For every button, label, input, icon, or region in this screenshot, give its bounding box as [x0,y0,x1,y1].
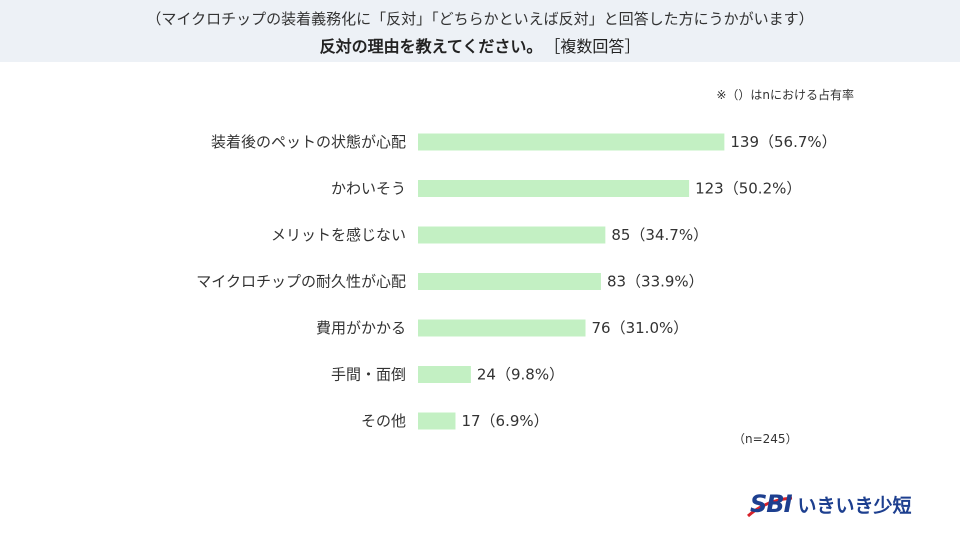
bar [418,133,725,151]
sample-size-note: （n=245） [733,432,798,446]
value-label: 76（31.0%） [592,319,689,337]
bar [418,273,601,290]
chart-subtitle: （マイクロチップの装着義務化に「反対」「どちらかといえば反対」と回答した方にうか… [146,10,814,28]
share-note: ※（）はnにおける占有率 [716,88,854,102]
category-label: 装着後のペットの状態が心配 [211,133,406,151]
bar [418,226,606,244]
value-label: 123（50.2%） [695,180,801,198]
logo-swoosh-icon [747,496,793,518]
value-label: 24（9.8%） [477,366,564,384]
category-label: かわいそう [331,180,406,198]
chart-title: 反対の理由を教えてください。 ［複数回答］ [0,33,960,57]
brand-logo: SBI いきいき少短 [747,488,912,520]
value-label: 85（34.7%） [611,226,708,244]
chart-title-text: 反対の理由を教えてください。 [319,37,543,56]
chart-title-suffix: ［複数回答］ [552,37,641,56]
logo-mark: SBI [747,490,793,518]
bar [418,319,586,337]
category-label: メリットを感じない [271,226,406,244]
value-label: 17（6.9%） [461,412,548,430]
category-label: 費用がかかる [316,319,406,337]
bar [418,412,456,430]
value-label: 139（56.7%） [730,133,836,151]
logo-text: いきいき少短 [797,494,912,517]
category-label: 手間・面倒 [331,366,406,384]
header-band: （マイクロチップの装着義務化に「反対」「どちらかといえば反対」と回答した方にうか… [0,0,960,62]
category-label: マイクロチップの耐久性が心配 [196,273,406,291]
bar [418,366,471,383]
bar [418,180,690,197]
logo-mark-text: SBI [750,490,793,518]
value-label: 83（33.9%） [607,273,704,291]
category-label: その他 [361,412,406,430]
